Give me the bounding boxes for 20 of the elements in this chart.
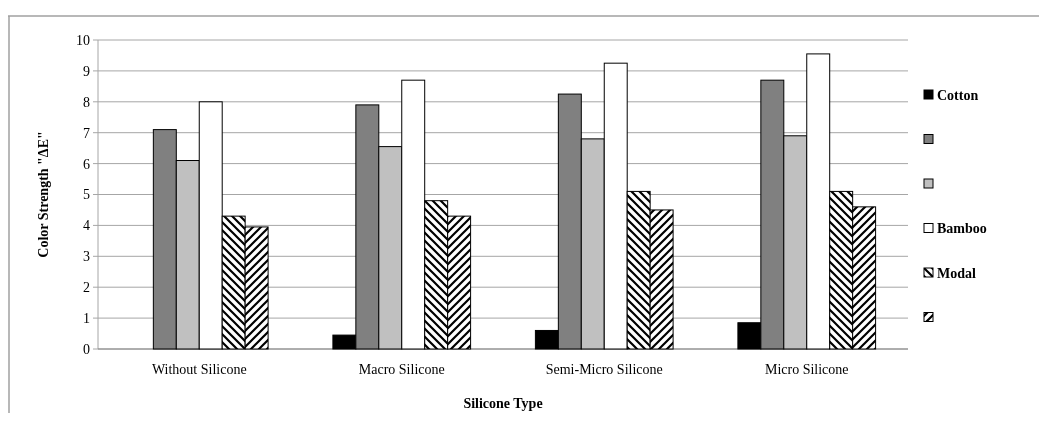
- x-tick-label: Without Silicone: [151, 362, 247, 377]
- x-axis-title: Silicone Type: [463, 396, 543, 411]
- y-tick-label: 8: [83, 94, 90, 110]
- legend-label: Modal: [937, 265, 976, 281]
- y-tick-label: 9: [83, 63, 90, 79]
- y-tick-label: 3: [83, 249, 90, 265]
- y-tick-label: 0: [83, 341, 90, 357]
- y-tick-label: 7: [83, 125, 90, 141]
- legend-label: Cotton: [937, 87, 979, 103]
- y-tick-label: 1: [83, 311, 90, 326]
- y-tick-label: 10: [76, 32, 90, 48]
- y-tick-label: 2: [83, 280, 90, 296]
- x-tick-label: Micro Silicone: [764, 362, 849, 377]
- x-tick-label: Semi-Micro Silicone: [545, 362, 663, 377]
- legend-label: Bamboo: [937, 221, 987, 237]
- x-tick-label: Macro Silicone: [358, 362, 445, 377]
- y-tick-label: 5: [83, 187, 90, 203]
- y-axis-title: Color Strength "ΔE": [36, 131, 51, 258]
- y-tick-label: 6: [83, 156, 90, 172]
- y-tick-label: 4: [83, 218, 90, 234]
